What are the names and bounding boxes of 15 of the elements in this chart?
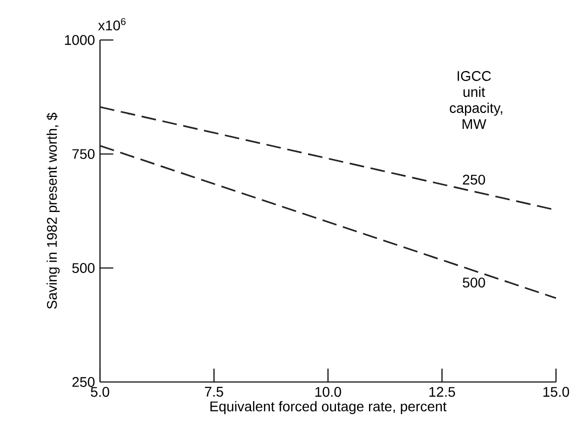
series-label: 500 — [462, 278, 486, 288]
y-axis-title: Saving in 1982 present worth, $ — [46, 112, 60, 309]
x-axis-title: Equivalent forced outage rate, percent — [210, 401, 447, 414]
legend-title: IGCC unit capacity, MW — [450, 71, 502, 129]
x-tick-label: 15.0 — [543, 386, 570, 397]
y-tick-label: 1000 — [64, 35, 95, 45]
y-tick-label: 500 — [72, 263, 95, 273]
x-tick-label: 7.5 — [204, 386, 224, 397]
y-tick-label: 250 — [72, 377, 95, 387]
series-label: 250 — [462, 174, 486, 185]
x-tick-label: 10.0 — [315, 386, 342, 397]
y-tick-label: 750 — [72, 149, 95, 159]
text: x10$^{6}$ — [98, 18, 126, 30]
x-tick-label: 12.5 — [429, 386, 456, 397]
x-tick-label: 5.0 — [90, 386, 110, 397]
